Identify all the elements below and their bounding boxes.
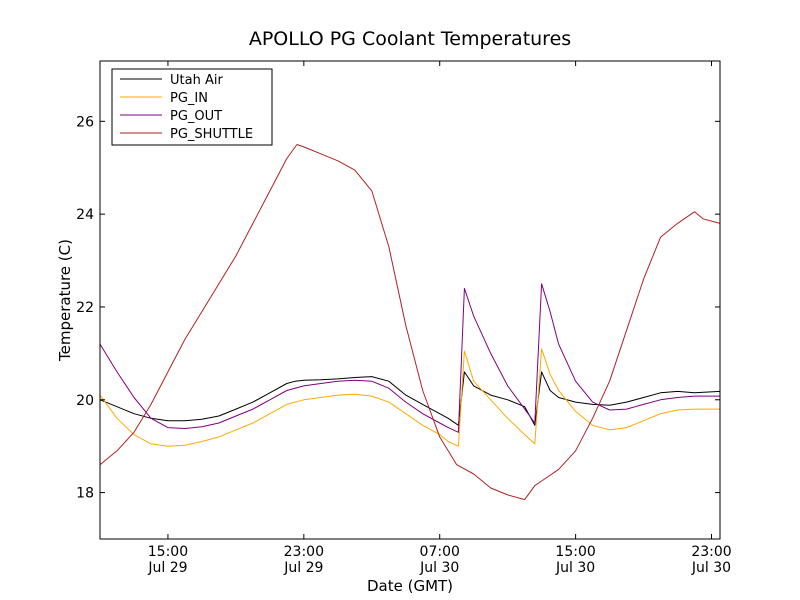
x-tick-label-time: 23:00 bbox=[284, 544, 324, 560]
chart-title: APOLLO PG Coolant Temperatures bbox=[249, 28, 571, 50]
series-line-pg-in bbox=[99, 348, 720, 447]
x-tick-label-date: Jul 30 bbox=[555, 560, 595, 576]
x-axis-label: Date (GMT) bbox=[367, 577, 453, 595]
legend-label-pg-in: PG_IN bbox=[170, 91, 208, 106]
legend-label-pg-shuttle: PG_SHUTTLE bbox=[170, 127, 253, 142]
series-layer bbox=[99, 144, 721, 501]
series-line-pg-shuttle bbox=[99, 144, 721, 501]
y-tick-label: 18 bbox=[76, 486, 94, 502]
legend-box bbox=[111, 68, 273, 146]
y-axis-label: Temperature (C) bbox=[56, 239, 74, 362]
x-tick-label-date: Jul 30 bbox=[419, 560, 459, 576]
y-tick-label: 22 bbox=[76, 300, 94, 316]
series-line-utah-air bbox=[99, 371, 721, 426]
x-tick-label-date: Jul 29 bbox=[147, 560, 187, 576]
y-tick-label: 24 bbox=[76, 207, 94, 223]
y-tick-label: 26 bbox=[76, 114, 94, 130]
x-tick-label-time: 15:00 bbox=[555, 544, 595, 560]
x-tick-label-time: 15:00 bbox=[148, 544, 188, 560]
legend-label-pg-out: PG_OUT bbox=[170, 109, 222, 124]
y-tick-label: 20 bbox=[76, 393, 94, 409]
plot-area-frame bbox=[99, 60, 721, 540]
legend: Utah Air PG_IN PG_OUT PG_SHUTTLE bbox=[111, 68, 273, 146]
x-tick-label-time: 07:00 bbox=[420, 544, 460, 560]
x-tick-label-date: Jul 29 bbox=[283, 560, 323, 576]
x-tick-label-date: Jul 30 bbox=[691, 560, 731, 576]
legend-label-utah-air: Utah Air bbox=[170, 73, 223, 88]
x-tick-label-time: 23:00 bbox=[691, 544, 731, 560]
